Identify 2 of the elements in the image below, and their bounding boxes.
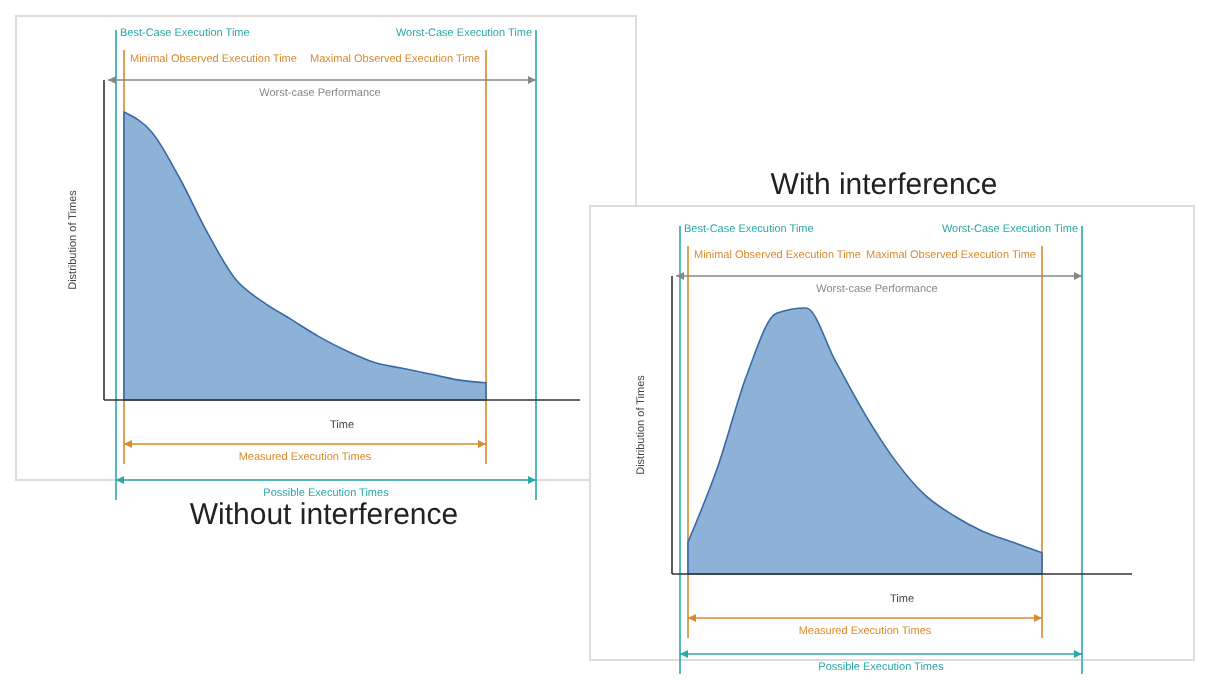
- text: Without interference: [189, 498, 459, 532]
- chart-subtitle: With interference: [770, 168, 998, 202]
